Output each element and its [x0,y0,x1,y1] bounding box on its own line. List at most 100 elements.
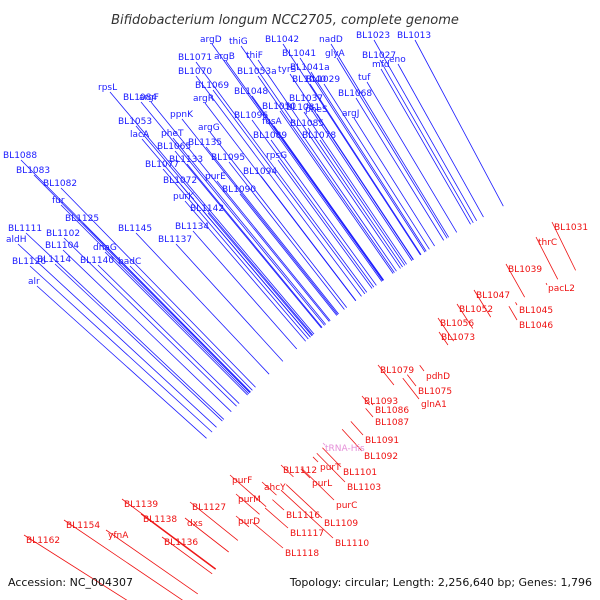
forward-leader-line [225,60,384,282]
forward-leader-line [54,263,223,422]
reverse-gene-label: BL1110 [335,539,369,549]
forward-gene-label: tuf [358,73,371,83]
reverse-gene-label: BL1087 [375,418,409,428]
forward-gene-label: rpsG [266,151,287,161]
reverse-gene-label: purT [320,463,341,473]
reverse-leader-line [300,468,311,479]
reverse-leader-line [63,519,183,600]
reverse-gene-label: BL1047 [476,291,510,301]
forward-leader-line [323,83,430,250]
reverse-leader-line [438,331,449,346]
reverse-gene-label: yfnA [108,531,129,541]
forward-gene-label: BL1104 [45,241,79,251]
forward-gene-label: eno [389,55,406,65]
forward-leader-line [299,57,426,253]
forward-gene-label: nadD [319,35,343,45]
forward-leader-line [257,75,395,273]
reverse-gene-label: BL1092 [364,452,398,462]
reverse-leader-line [371,403,374,406]
forward-leader-line [135,125,314,336]
forward-leader-line [97,264,240,404]
forward-gene-label: BL1037 [289,94,323,104]
forward-gene-label: argG [198,123,220,133]
forward-gene-label: BL1135 [188,138,222,148]
forward-gene-label: BL1065 [157,142,191,152]
forward-gene-label: BL1102 [46,229,80,239]
forward-leader-line [129,265,253,391]
forward-leader-line [239,193,338,316]
reverse-gene-label: BL1046 [519,321,553,331]
reverse-leader-line [551,221,576,271]
reverse-leader-line [264,507,289,529]
reverse-leader-line [23,534,128,600]
forward-leader-line [273,125,385,281]
forward-leader-line [212,89,366,295]
trna-label: tRNA-His [325,444,365,454]
forward-gene-label: BL1084 [123,93,157,103]
reverse-gene-label: BL1136 [164,538,198,548]
reverse-leader-line [272,499,285,511]
forward-leader-line [414,39,504,207]
reverse-gene-label: BL1045 [519,306,553,316]
reverse-leader-line [505,263,525,298]
forward-gene-label: badC [118,257,141,267]
forward-gene-label: argF [139,93,159,103]
reverse-gene-label: BL1103 [347,483,381,493]
forward-gene-label: pheS [305,105,328,115]
reverse-leader-line [419,364,425,372]
genome-summary-text: Topology: circular; Length: 2,256,640 bp… [289,576,592,589]
reverse-leader-line [161,536,213,575]
label-leader-lines [17,39,576,600]
reverse-gene-label: BL1118 [285,549,319,559]
forward-gene-label: BL1050 [262,102,296,112]
forward-gene-label: dnaG [93,243,117,253]
reverse-leader-line [280,489,334,539]
reverse-leader-line [473,289,492,318]
reverse-leader-line [545,282,548,286]
reverse-leader-line [301,468,335,501]
forward-leader-line [251,95,384,281]
forward-gene-label: ppnK [170,110,194,120]
forward-gene-label: fur [52,196,65,206]
forward-gene-label: lacA [130,130,150,140]
reverse-leader-line [322,442,326,446]
reverse-leader-line [121,498,217,570]
reverse-leader-line [341,428,363,452]
forward-leader-line [172,137,327,325]
forward-gene-label: alr [28,277,40,287]
forward-gene-label: BL1027 [362,51,396,61]
reverse-gene-label: purD [238,517,260,527]
forward-leader-line [211,43,383,282]
forward-gene-label: BL1142 [190,204,224,214]
forward-leader-line [380,68,471,225]
forward-gene-label: BL1042 [265,35,299,45]
forward-leader-line [260,175,357,301]
forward-leader-line [63,237,237,407]
forward-leader-line [186,163,323,328]
forward-gene-label: BL1126 [12,257,46,267]
reverse-leader-line [322,447,342,468]
forward-gene-label: BL1029 [306,75,340,85]
reverse-gene-label: BL1109 [324,519,358,529]
forward-leader-line [140,101,325,326]
forward-leader-line [309,83,422,255]
reverse-leader-line [361,395,370,406]
forward-gene-label: BL1081 [286,103,320,113]
forward-gene-label: glyA [325,49,346,59]
reverse-gene-label: dxs [187,519,203,529]
forward-gene-label: tyrS [278,65,297,75]
forward-leader-line [366,81,458,233]
forward-gene-label: BL1069 [195,81,229,91]
forward-gene-label: argD [200,35,222,45]
reverse-gene-label: BL1075 [418,387,452,397]
reverse-gene-label: BL1139 [124,500,158,510]
reverse-gene-label: BL1127 [192,503,226,513]
reverse-leader-line [316,452,346,483]
gene-labels: argD thiG BL1042 nadD BL1023 BL1013 BL1071 argB… [3,31,588,559]
forward-gene-label: BL1041a [290,63,330,73]
forward-leader-line [379,59,474,224]
forward-leader-line [316,113,414,260]
reverse-gene-label: BL1101 [343,468,377,478]
forward-gene-label: pheT [161,129,184,139]
